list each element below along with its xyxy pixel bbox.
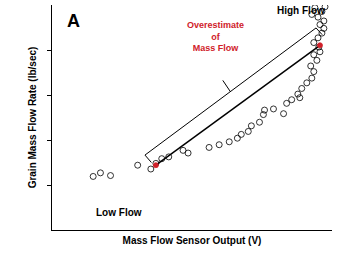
svg-text:Mass Flow Sensor Output (V): Mass Flow Sensor Output (V) [123,235,262,246]
svg-text:Grain Mass Flow Rate (lb/sec): Grain Mass Flow Rate (lb/sec) [27,47,38,189]
svg-text:OverestimateofMass Flow: OverestimateofMass Flow [187,20,244,53]
svg-text:A: A [67,11,80,31]
svg-text:Low Flow: Low Flow [96,207,142,218]
svg-text:High Flow: High Flow [277,5,325,16]
